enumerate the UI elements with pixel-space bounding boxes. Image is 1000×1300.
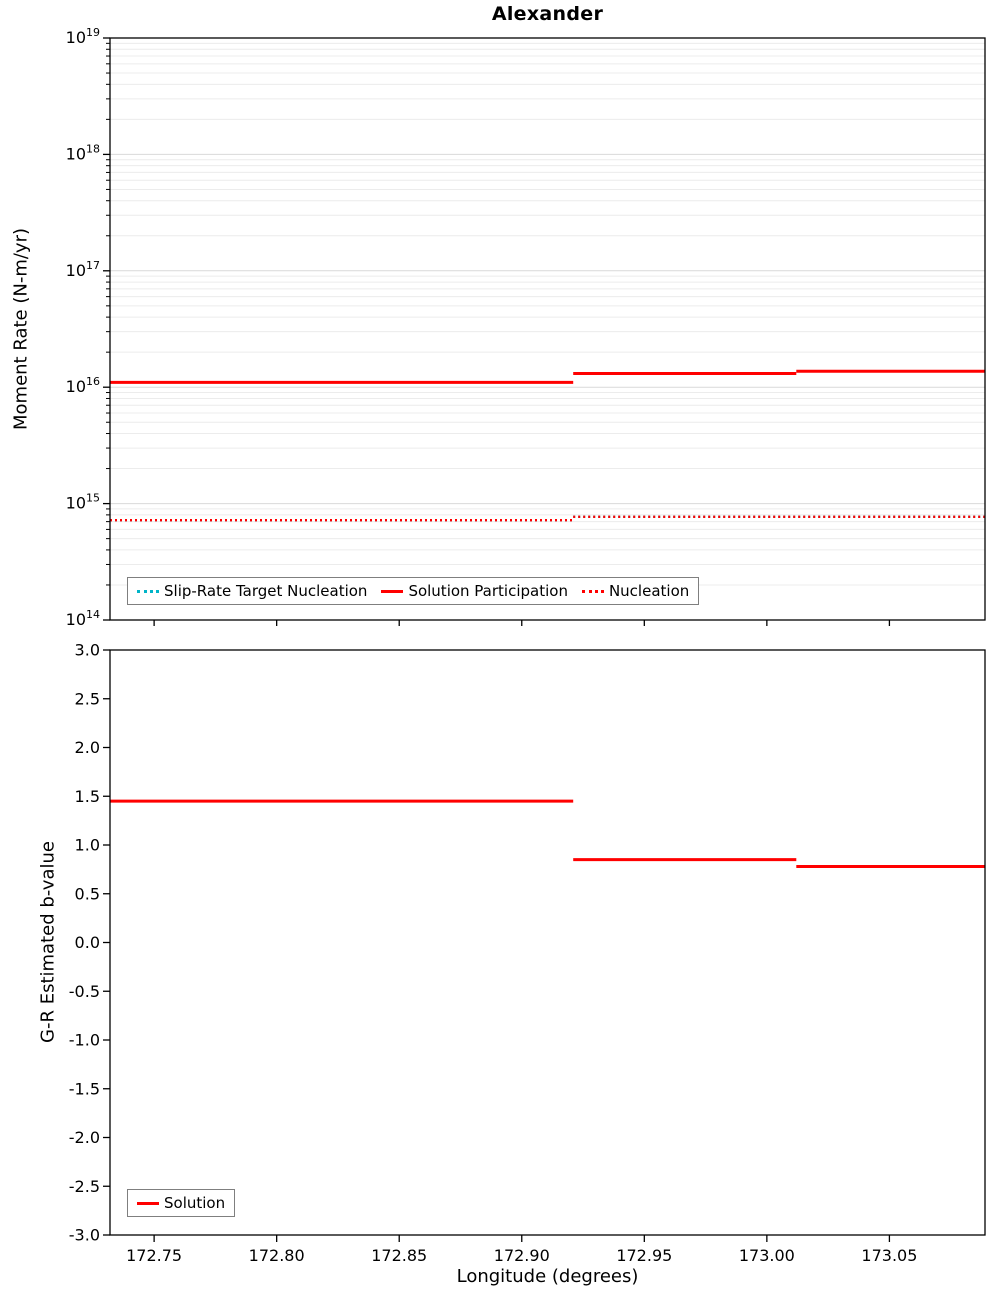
svg-text:172.95: 172.95 <box>616 1246 672 1265</box>
bottom-panel-series <box>110 799 985 868</box>
svg-text:1015: 1015 <box>66 492 100 513</box>
top-panel-border <box>109 37 986 621</box>
svg-text:172.85: 172.85 <box>371 1246 427 1265</box>
top-panel-gridlines <box>110 42 985 586</box>
legend-label: Solution <box>164 1194 226 1212</box>
svg-text:172.75: 172.75 <box>126 1246 182 1265</box>
svg-text:1018: 1018 <box>66 142 100 163</box>
solution-participation-line-marker <box>381 589 404 593</box>
bottom-legend: Solution <box>127 1189 236 1217</box>
svg-text:1017: 1017 <box>66 259 100 280</box>
svg-text:-0.5: -0.5 <box>69 982 100 1001</box>
nucleation-line-marker <box>581 589 604 593</box>
svg-text:173.00: 173.00 <box>739 1246 795 1265</box>
svg-text:2.0: 2.0 <box>75 738 100 757</box>
bottom-panel-border <box>109 649 986 1236</box>
top-legend: Slip-Rate Target Nucleation Solution Par… <box>127 577 700 605</box>
legend-item-solution: Solution <box>137 1193 225 1213</box>
legend-label: Slip-Rate Target Nucleation <box>164 582 368 600</box>
legend-item-solution-participation: Solution Participation <box>381 581 568 601</box>
svg-text:1019: 1019 <box>66 26 100 47</box>
svg-text:172.80: 172.80 <box>249 1246 305 1265</box>
top-panel-y-ticks: 1014 1015 1016 1017 1018 1019 <box>66 26 110 629</box>
solution-line-marker <box>137 1201 159 1205</box>
top-panel-series <box>110 369 985 522</box>
svg-text:0.0: 0.0 <box>75 933 100 952</box>
slip-rate-target-nucleation-line-marker <box>137 589 159 593</box>
svg-text:1014: 1014 <box>66 608 100 629</box>
top-panel-x-ticks <box>153 620 891 626</box>
svg-text:-2.0: -2.0 <box>69 1128 100 1147</box>
svg-text:1.5: 1.5 <box>75 787 100 806</box>
svg-text:0.5: 0.5 <box>75 884 100 903</box>
svg-text:2.5: 2.5 <box>75 689 100 708</box>
svg-text:1.0: 1.0 <box>75 836 100 855</box>
svg-text:-1.0: -1.0 <box>69 1031 100 1050</box>
legend-label: Solution Participation <box>408 582 568 600</box>
svg-text:-2.5: -2.5 <box>69 1177 100 1196</box>
x-axis-label: Longitude (degrees) <box>456 1266 639 1287</box>
svg-text:173.05: 173.05 <box>861 1246 917 1265</box>
svg-text:-3.0: -3.0 <box>69 1226 100 1245</box>
svg-text:-1.5: -1.5 <box>69 1079 100 1098</box>
legend-item-nucleation: Nucleation <box>581 581 690 601</box>
svg-text:3.0: 3.0 <box>75 641 100 660</box>
chart-title: Alexander <box>491 3 604 25</box>
legend-label: Nucleation <box>608 582 690 600</box>
bottom-panel-x-ticks: 172.75 172.80 172.85 172.90 172.95 173.00 173.… <box>126 1235 917 1265</box>
svg-text:172.90: 172.90 <box>494 1246 550 1265</box>
legend-item-slip-rate-target-nucleation: Slip-Rate Target Nucleation <box>137 581 367 601</box>
top-y-axis-label: Moment Rate (N-m/yr) <box>10 228 32 430</box>
bottom-y-axis-label: G-R Estimated b-value <box>37 841 59 1043</box>
svg-text:1016: 1016 <box>66 375 100 396</box>
bottom-panel-y-ticks: -3.0 -2.5 -2.0 -1.5 -1.0 -0.5 0.0 0.5 1.0 1.5 2.0 2… <box>69 641 110 1245</box>
